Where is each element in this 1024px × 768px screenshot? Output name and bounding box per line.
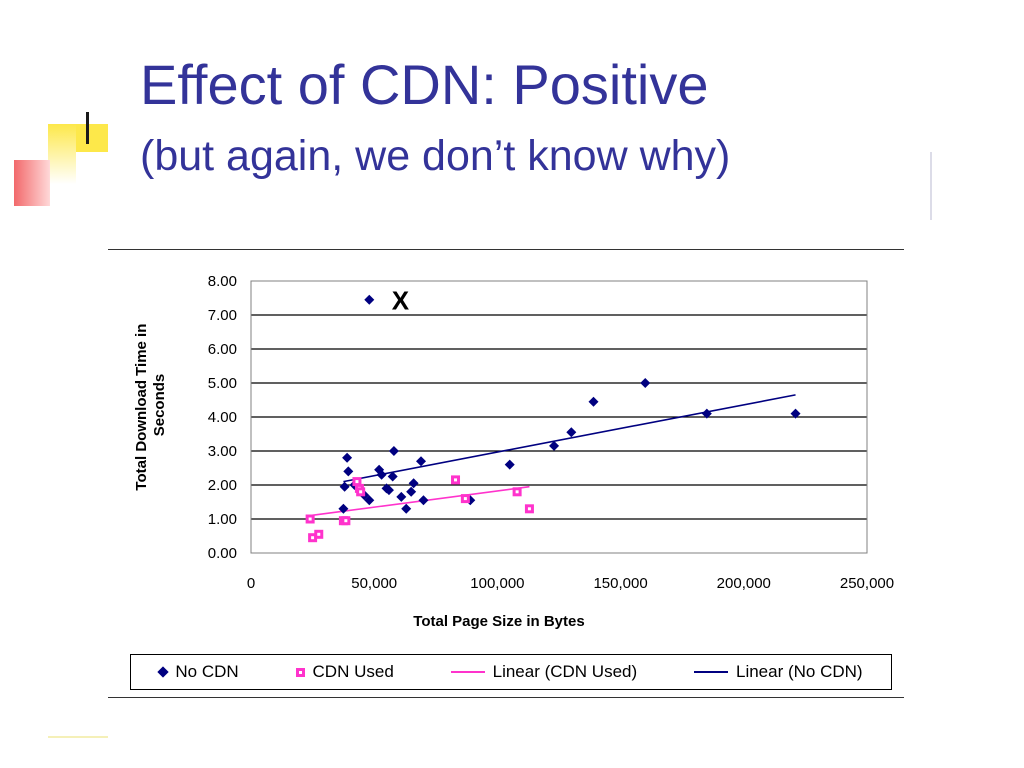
point-no-cdn	[339, 481, 350, 492]
point-no-cdn	[701, 408, 712, 419]
point-no-cdn	[364, 294, 375, 305]
x-axis-title: Total Page Size in Bytes	[413, 613, 584, 630]
y-axis-title: Total Download Time in Seconds	[133, 319, 168, 490]
legend-item-cdn-used: CDN Used	[295, 662, 394, 682]
point-no-cdn	[376, 469, 387, 480]
point-cdn-used-center	[355, 480, 359, 484]
point-no-cdn	[387, 471, 398, 482]
chart-legend: No CDN CDN Used Linear (CDN Used) Linear…	[130, 654, 892, 690]
y-tick-label: 6.00	[208, 341, 237, 358]
trend-lines	[310, 394, 796, 517]
point-no-cdn	[396, 491, 407, 502]
point-cdn-used-center	[308, 517, 312, 521]
point-no-cdn	[408, 478, 419, 489]
annotation-x-label: X	[392, 286, 410, 316]
trend-line-linear-no-cdn	[343, 394, 796, 483]
y-tick-label: 8.00	[208, 273, 237, 290]
point-cdn-used-center	[463, 497, 467, 501]
point-cdn-used-center	[454, 478, 458, 482]
legend-label-no-cdn: No CDN	[175, 662, 239, 681]
point-no-cdn	[640, 378, 651, 388]
slide-title: Effect of CDN: Positive	[140, 53, 709, 116]
point-cdn-used-center	[317, 532, 321, 536]
legend-item-linear-no-cdn: Linear (No CDN)	[693, 662, 863, 682]
point-no-cdn	[549, 440, 560, 451]
legend-item-linear-cdn-used: Linear (CDN Used)	[450, 662, 638, 682]
y-axis-title-line-2: Seconds	[151, 374, 168, 437]
legend-label-cdn-used: CDN Used	[312, 662, 394, 681]
data-points	[305, 294, 801, 543]
diamond-marker-icon	[157, 666, 170, 678]
point-no-cdn	[343, 466, 354, 477]
point-no-cdn	[342, 452, 353, 463]
y-axis-title-line-1: Total Download Time in	[133, 324, 150, 491]
point-no-cdn	[383, 485, 394, 496]
chart-bottom-rule	[108, 697, 904, 698]
x-tick-label: 200,000	[717, 575, 771, 592]
decor-right-line	[930, 152, 932, 220]
y-tick-label: 4.00	[208, 409, 237, 426]
decor-yellow-fade	[48, 124, 76, 184]
point-no-cdn	[588, 396, 599, 407]
point-no-cdn	[566, 427, 577, 438]
x-tick-label: 100,000	[470, 575, 524, 592]
point-cdn-used-center	[344, 519, 348, 523]
point-no-cdn	[388, 446, 399, 456]
point-no-cdn	[338, 503, 349, 514]
point-cdn-used-center	[311, 536, 315, 540]
x-tick-label: 250,000	[840, 575, 894, 592]
x-tick-label: 50,000	[351, 575, 397, 592]
plot-frame	[250, 280, 868, 554]
x-tick-labels: 0 50,000 100,000 150,000 200,000 250,000	[247, 575, 894, 592]
decor-dark-bar	[86, 112, 89, 144]
square-marker-icon	[295, 667, 305, 677]
point-cdn-used-center	[527, 507, 531, 511]
y-tick-label: 1.00	[208, 511, 237, 528]
navy-line-icon	[693, 671, 728, 673]
legend-item-no-cdn: No CDN	[157, 662, 239, 682]
y-tick-label: 2.00	[208, 477, 237, 494]
point-no-cdn	[406, 486, 417, 497]
y-tick-label: 7.00	[208, 307, 237, 324]
point-cdn-used-center	[359, 490, 363, 494]
point-cdn-used-center	[515, 490, 519, 494]
pink-line-icon	[450, 671, 485, 673]
decor-bottom-line	[48, 736, 108, 738]
y-tick-labels: 0.00 1.00 2.00 3.00 4.00 5.00 6.00 7.00 8.00	[208, 273, 237, 562]
point-no-cdn	[364, 495, 375, 506]
point-no-cdn	[401, 503, 412, 514]
y-tick-label: 3.00	[208, 443, 237, 460]
y-tick-label: 0.00	[208, 545, 237, 562]
point-no-cdn	[504, 459, 515, 470]
point-no-cdn	[790, 408, 801, 419]
point-no-cdn	[416, 456, 427, 467]
x-tick-label: 0	[247, 575, 255, 592]
chart-top-rule	[108, 249, 904, 250]
point-no-cdn	[418, 495, 429, 506]
legend-label-linear-no-cdn: Linear (No CDN)	[735, 662, 863, 681]
legend-label-linear-cdn-used: Linear (CDN Used)	[492, 662, 638, 681]
slide-subtitle: (but again, we don’t know why)	[140, 132, 731, 180]
y-tick-label: 5.00	[208, 375, 237, 392]
x-tick-label: 150,000	[593, 575, 647, 592]
decor-red-block	[14, 160, 50, 206]
